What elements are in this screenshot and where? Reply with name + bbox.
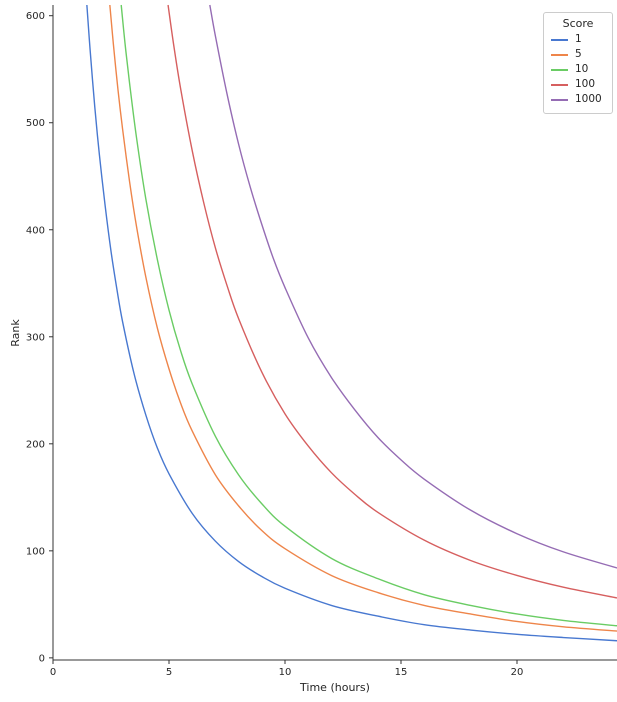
y-tick-label: 200: [26, 439, 45, 450]
y-tick-label: 100: [26, 546, 45, 557]
y-axis-label: Rank: [9, 319, 22, 347]
series-line-score-1000: [209, 4, 617, 569]
x-tick-label: 5: [166, 667, 172, 678]
series-line-score-5: [109, 4, 617, 632]
legend-item-label: 5: [575, 48, 582, 60]
legend-line-icon: [551, 98, 568, 101]
legend: Score 1 5 10 100 1000: [543, 12, 613, 114]
y-tick-label: 0: [39, 653, 45, 664]
x-axis-label: Time (hours): [299, 681, 370, 694]
y-tick-label: 300: [26, 332, 45, 343]
x-tick-label: 10: [279, 667, 292, 678]
legend-item: 100: [550, 77, 606, 92]
legend-line-icon: [551, 68, 568, 71]
series-line-score-10: [120, 4, 617, 627]
y-tick-label: 400: [26, 225, 45, 236]
legend-item: 1: [550, 32, 606, 47]
x-tick-label: 15: [395, 667, 408, 678]
legend-item: 1000: [550, 92, 606, 107]
legend-item-label: 1000: [575, 93, 602, 105]
legend-item-label: 10: [575, 63, 589, 75]
series-line-score-100: [167, 4, 617, 599]
x-tick-label: 0: [50, 667, 56, 678]
legend-item-label: 1: [575, 33, 582, 45]
y-tick-label: 500: [26, 118, 45, 129]
legend-line-icon: [551, 83, 568, 86]
legend-item: 10: [550, 62, 606, 77]
curves-layer: [86, 4, 617, 642]
legend-title: Score: [562, 17, 594, 30]
legend-line-icon: [551, 38, 568, 41]
x-tick-label: 20: [511, 667, 524, 678]
legend-item-label: 100: [575, 78, 596, 90]
y-tick-label: 600: [26, 11, 45, 22]
legend-item: 5: [550, 47, 606, 62]
series-line-score-1: [86, 4, 617, 642]
legend-line-icon: [551, 53, 568, 56]
